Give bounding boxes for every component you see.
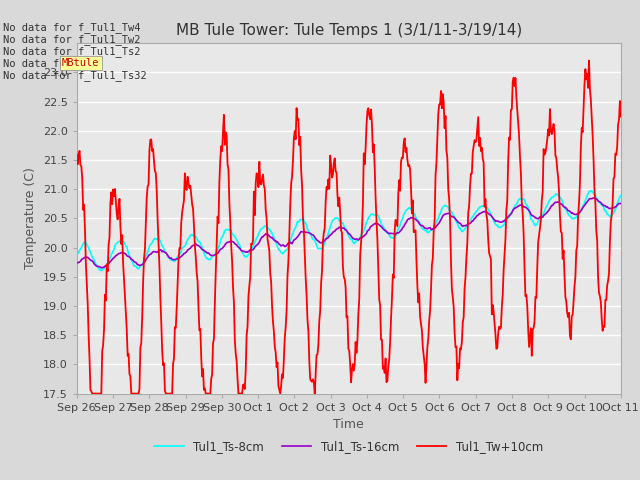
Text: MBtule: MBtule [62,58,100,68]
Tul1_Ts-8cm [588,188,596,193]
Tul1_Ts-8cm [73,252,81,258]
Line: Tul1_Ts-8cm: Tul1_Ts-8cm [77,191,621,271]
Tul1_Ts-16cm [97,265,105,271]
Tul1_Ts-8cm [170,259,178,264]
Tul1_Ts-16cm [483,210,491,216]
Tul1_Tw+10cm [170,356,178,361]
Tul1_Ts-16cm [170,257,178,263]
Tul1_Tw+10cm [214,214,221,219]
Tul1_Ts-8cm [483,205,491,211]
Tul1_Ts-16cm [437,217,445,223]
Tul1_Ts-16cm [591,195,598,201]
Tul1_Ts-16cm [73,260,81,265]
Tul1_Ts-16cm [394,230,402,236]
Tul1_Ts-8cm [214,247,221,252]
X-axis label: Time: Time [333,418,364,431]
Tul1_Ts-8cm [394,226,402,231]
Tul1_Ts-16cm [214,251,221,256]
Tul1_Tw+10cm [73,152,81,157]
Text: No data for f_Tul1_Ts2: No data for f_Tul1_Ts2 [3,46,141,57]
Tul1_Ts-8cm [320,242,328,248]
Text: No data for f_Tul1_Tw4: No data for f_Tul1_Tw4 [3,22,141,33]
Text: No data for f_Tul1_Tw2: No data for f_Tul1_Tw2 [3,34,141,45]
Text: No data for f_Tul1_Ts32: No data for f_Tul1_Ts32 [3,70,147,81]
Tul1_Tw+10cm [483,217,491,223]
Tul1_Tw+10cm [437,88,445,94]
Line: Tul1_Ts-16cm: Tul1_Ts-16cm [77,198,621,268]
Tul1_Ts-8cm [617,193,625,199]
Tul1_Tw+10cm [585,58,593,63]
Legend: Tul1_Ts-8cm, Tul1_Ts-16cm, Tul1_Tw+10cm: Tul1_Ts-8cm, Tul1_Ts-16cm, Tul1_Tw+10cm [150,435,548,458]
Tul1_Tw+10cm [320,230,328,236]
Tul1_Ts-8cm [437,209,445,215]
Tul1_Ts-8cm [97,268,105,274]
Tul1_Ts-16cm [617,201,625,206]
Text: No data for f_: No data for f_ [3,58,91,69]
Title: MB Tule Tower: Tule Temps 1 (3/1/11-3/19/14): MB Tule Tower: Tule Temps 1 (3/1/11-3/19… [175,23,522,38]
Tul1_Tw+10cm [617,114,625,120]
Tul1_Ts-16cm [320,239,328,244]
Tul1_Tw+10cm [88,391,96,396]
Line: Tul1_Tw+10cm: Tul1_Tw+10cm [77,60,621,394]
Y-axis label: Temperature (C): Temperature (C) [24,168,37,269]
Tul1_Tw+10cm [394,191,402,196]
